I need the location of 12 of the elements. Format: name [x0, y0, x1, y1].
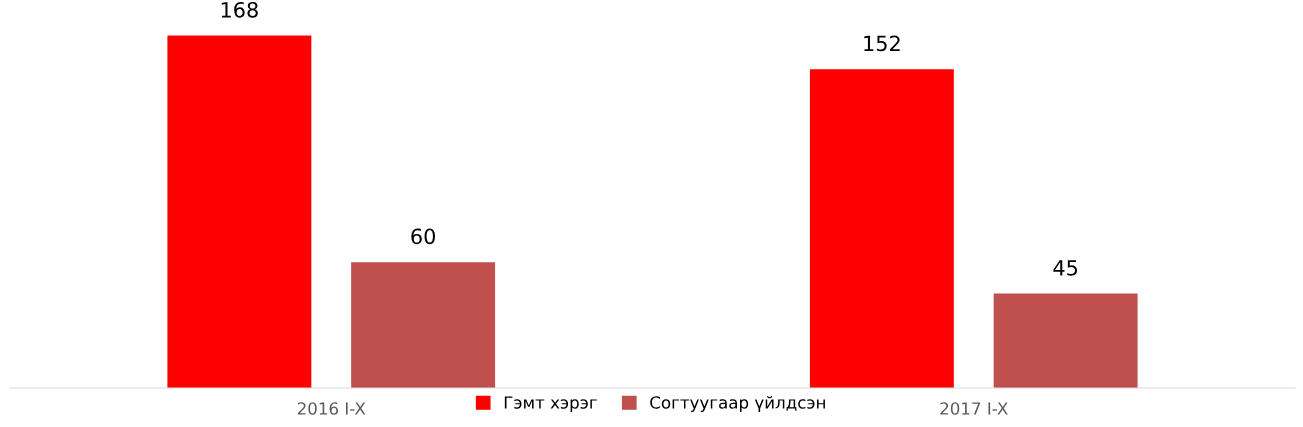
data-label: 45 — [1053, 260, 1078, 276]
data-label: 168 — [221, 1, 258, 18]
bar — [993, 293, 1138, 388]
data-label: 60 — [411, 228, 435, 245]
legend-label: Гэмт хэрэг — [504, 396, 597, 412]
bar — [351, 262, 496, 388]
data-label: 152 — [864, 35, 900, 52]
x-tick-label: 2017 I-X — [940, 402, 1008, 415]
bar — [809, 69, 954, 388]
legend-label: Согтуугаар үйлдсэн — [650, 395, 825, 412]
bar — [167, 35, 312, 388]
x-tick-label: 2016 I-X — [297, 402, 366, 415]
